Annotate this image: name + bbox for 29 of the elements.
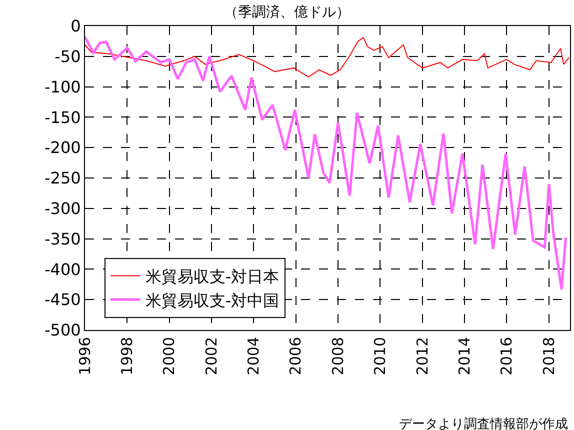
x-tick-label: 2012 [413, 337, 432, 376]
x-tick-label: 2010 [371, 337, 390, 376]
y-tick-label: -150 [44, 108, 81, 127]
x-tick-label: 2000 [160, 337, 178, 376]
y-tick-label: -500 [44, 320, 81, 340]
x-tick-label: 2008 [328, 337, 347, 376]
y-tick-label: -250 [44, 168, 81, 188]
text: データより調査情報部が作成 [399, 417, 568, 430]
x-tick-label: 2016 [498, 337, 516, 376]
line-series [85, 37, 570, 78]
y-tick-label: -450 [44, 290, 81, 310]
x-tick-label: 1998 [118, 337, 136, 376]
chart-title: （季調済、億ドル） [224, 4, 350, 20]
line-series [85, 36, 568, 291]
y-tick-label: -50 [54, 47, 81, 66]
x-tick-label: 2018 [540, 337, 558, 376]
x-tick-label: 1996 [76, 337, 94, 376]
x-tick-label: 2002 [202, 337, 220, 376]
x-tick-label: 2014 [455, 337, 474, 376]
y-tick-label: -200 [44, 138, 81, 158]
y-tick-label: -400 [44, 260, 81, 279]
y-tick-label: -300 [44, 199, 81, 218]
legend-label: 米貿易収支-対中国 [145, 290, 280, 310]
y-tick-label: 0 [70, 16, 81, 36]
x-tick-label: 2004 [244, 337, 263, 376]
y-tick-label: -350 [44, 229, 81, 248]
y-tick-label: -100 [44, 77, 81, 96]
x-tick-label: 2006 [286, 337, 305, 376]
legend-label: 米貿易収支-対日本 [145, 266, 280, 286]
